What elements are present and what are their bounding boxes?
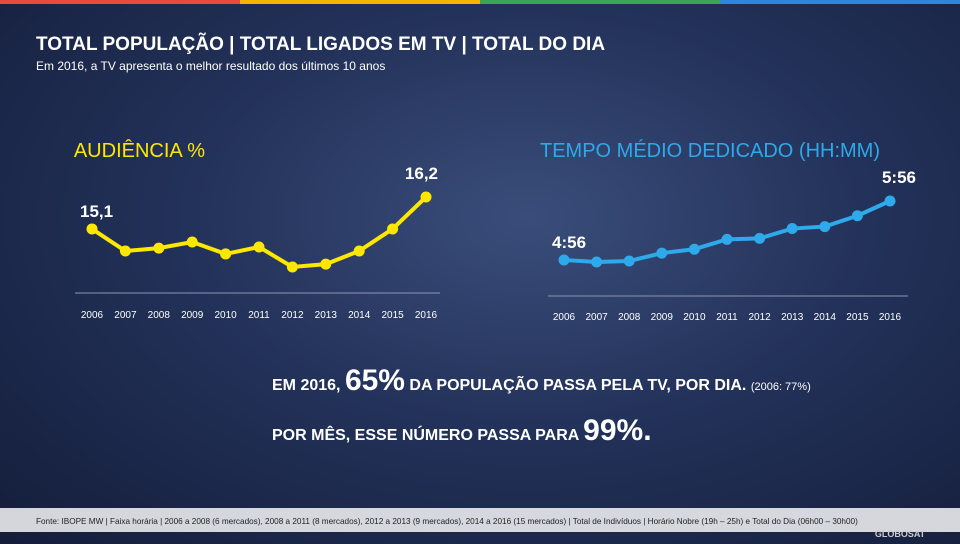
point [220, 248, 232, 260]
value-label: 16,2 [405, 164, 438, 183]
text: POR MÊS, ESSE NÚMERO PASSA PARA [272, 427, 584, 444]
value-label: 15,1 [80, 202, 113, 221]
footer-band [0, 508, 960, 532]
headline-2: POR MÊS, ESSE NÚMERO PASSA PARA 99%. [272, 414, 652, 448]
x-tick-label: 2006 [81, 310, 104, 321]
value-label: 4:56 [552, 233, 586, 252]
color-bar [0, 0, 240, 4]
point [387, 223, 399, 235]
subtitle: Em 2016, a TV apresenta o melhor resulta… [36, 59, 385, 73]
text: DA POPULAÇÃO PASSA PELA TV, POR DIA. [404, 377, 747, 394]
point [591, 256, 603, 268]
x-tick-label: 2009 [181, 310, 204, 321]
point [754, 232, 766, 244]
x-tick-label: 2011 [716, 312, 738, 323]
point [623, 255, 635, 267]
value-label: 5:56 [882, 168, 916, 187]
x-tick-label: 2013 [781, 312, 804, 323]
note: (2006: 77%) [750, 381, 811, 393]
point [420, 191, 432, 203]
logo: GLOBOSAT [875, 529, 926, 539]
highlight: 65% [344, 364, 405, 397]
x-tick-label: 2006 [553, 312, 576, 323]
x-tick-label: 2008 [618, 312, 641, 323]
x-tick-label: 2008 [148, 310, 171, 321]
point [320, 258, 332, 270]
x-tick-label: 2009 [651, 312, 674, 323]
point [721, 233, 733, 245]
chart-title: TEMPO MÉDIO DEDICADO (HH:MM) [540, 139, 880, 162]
source: Fonte: IBOPE MW | Faixa horária | 2006 a… [36, 517, 858, 526]
point [688, 243, 700, 255]
x-tick-label: 2015 [381, 310, 404, 321]
x-tick-label: 2012 [748, 312, 771, 323]
x-tick-label: 2015 [846, 312, 869, 323]
x-tick-label: 2012 [281, 310, 304, 321]
x-tick-label: 2016 [879, 312, 902, 323]
point [558, 254, 570, 266]
series-line [563, 199, 891, 265]
title: TOTAL POPULAÇÃO | TOTAL LIGADOS EM TV | … [36, 33, 605, 55]
point [851, 210, 863, 222]
text: EM 2016, [272, 377, 345, 394]
x-tick-label: 2016 [415, 310, 438, 321]
point [86, 223, 98, 235]
x-tick-label: 2010 [214, 310, 237, 321]
x-tick-label: 2011 [248, 310, 270, 321]
point [786, 223, 798, 235]
color-bar [720, 0, 960, 4]
x-tick-label: 2014 [348, 310, 371, 321]
highlight: 99%. [583, 414, 652, 447]
x-tick-label: 2013 [315, 310, 338, 321]
series-line [90, 195, 428, 270]
point [656, 247, 668, 259]
x-tick-label: 2010 [683, 312, 706, 323]
point [153, 242, 165, 254]
point [253, 241, 265, 253]
point [186, 236, 198, 248]
x-tick-label: 2007 [114, 310, 137, 321]
color-bar [480, 0, 720, 4]
color-bar [240, 0, 480, 4]
chart-title: AUDIÊNCIA % [74, 139, 205, 162]
headline-1: EM 2016, 65% DA POPULAÇÃO PASSA PELA TV,… [272, 364, 811, 398]
point [286, 261, 298, 273]
x-tick-label: 2007 [585, 312, 608, 323]
x-tick-label: 2014 [814, 312, 837, 323]
point [353, 245, 365, 257]
point [819, 221, 831, 233]
point [119, 245, 131, 257]
point [884, 195, 896, 207]
